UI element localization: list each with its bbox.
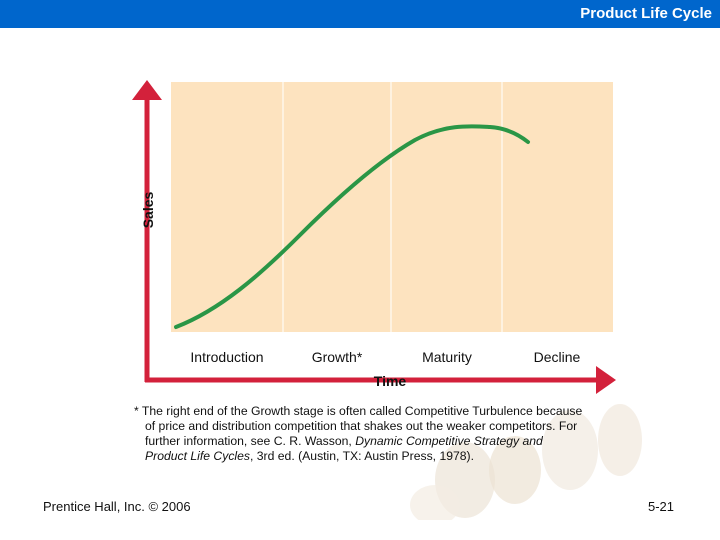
slide-number: 5-21 [648,499,675,514]
decorative-background-image [395,330,645,520]
publisher-credit: Prentice Hall, Inc. © 2006 [43,499,191,514]
sales-curve [174,124,530,329]
slide-title: Product Life Cycle [580,5,712,22]
chart-background [171,82,613,332]
stage-label-introduction: Introduction [190,349,263,365]
y-axis-arrow-icon [132,80,162,100]
footnote: * The right end of the Growth stage is o… [134,404,639,464]
stage-label-growth: Growth* [312,349,363,365]
header-bar: Product Life Cycle [0,0,720,28]
stage-label-decline: Decline [534,349,581,365]
footnote-line: of price and distribution competition th… [145,419,578,433]
footnote-line: further information, see C. R. Wasson, D… [145,434,543,448]
y-axis-label: Sales [140,191,156,228]
x-axis-label: Time [374,373,407,389]
footnote-line: Product Life Cycles, 3rd ed. (Austin, TX… [145,449,474,463]
footnote-line: * The right end of the Growth stage is o… [134,404,583,418]
x-axis-arrow-icon [596,366,616,394]
stage-label-maturity: Maturity [422,349,472,365]
